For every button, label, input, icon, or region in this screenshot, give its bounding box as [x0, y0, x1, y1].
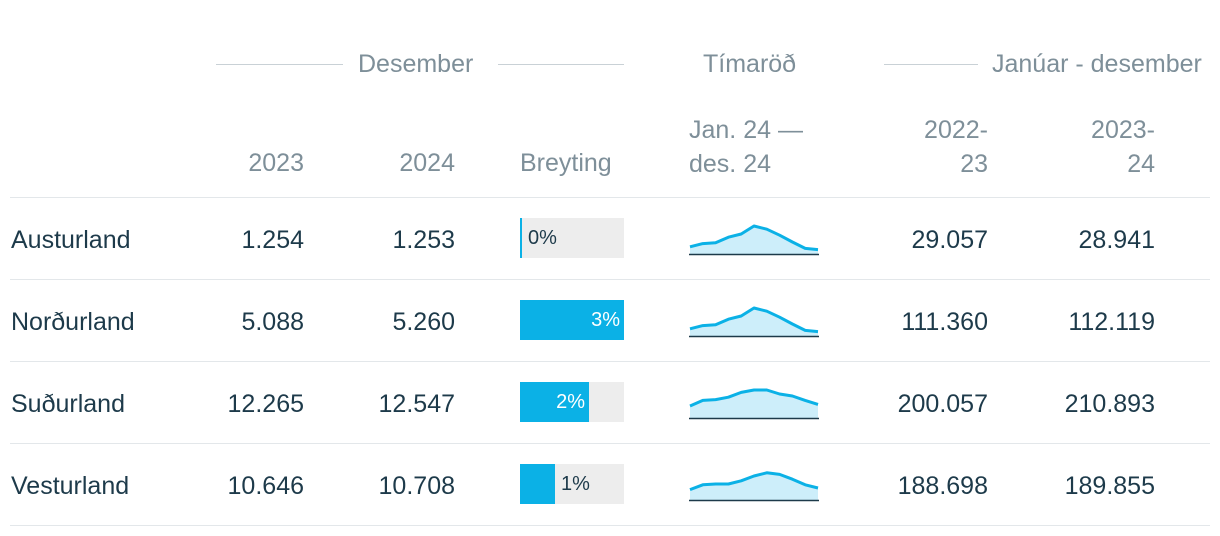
row-divider [10, 361, 1210, 362]
value-2022-23: 29.057 [911, 226, 988, 254]
group-label-timarod: Tímaröð [703, 50, 797, 78]
group-rule-desember-left [216, 64, 343, 65]
change-bar-fill [520, 218, 522, 258]
table-row-nordurland: Norðurland 5.088 5.260 3% 111.360 112.11… [0, 280, 1220, 361]
group-label-desember: Desember [358, 50, 474, 78]
sparkline-area [690, 308, 818, 336]
sparkline-chart [689, 224, 819, 256]
value-2023: 12.265 [227, 390, 304, 418]
value-2023-24: 210.893 [1064, 390, 1155, 418]
value-2023-24: 112.119 [1068, 308, 1155, 336]
sparkline-area [690, 390, 818, 418]
region-name: Vesturland [11, 472, 130, 500]
sparkline-area [690, 472, 818, 500]
row-divider [10, 279, 1210, 280]
col-header-2023-24-line1: 2023- [1091, 116, 1155, 144]
col-header-timarod: Jan. 24 — des. 24 [689, 113, 803, 181]
value-2023-24: 189.855 [1064, 472, 1155, 500]
table-row-sudurland: Suðurland 12.265 12.547 2% 200.057 210.8… [0, 362, 1220, 443]
value-2023: 10.646 [227, 472, 304, 500]
group-rule-januar-left [884, 64, 978, 65]
table-row-vesturland: Vesturland 10.646 10.708 1% 188.698 189.… [0, 444, 1220, 525]
sparkline-line [689, 224, 819, 252]
region-name: Austurland [11, 226, 131, 254]
value-2024: 5.260 [392, 308, 455, 336]
row-divider [10, 525, 1210, 526]
row-divider [10, 197, 1210, 198]
sparkline-chart [689, 388, 819, 420]
region-name: Suðurland [11, 390, 125, 418]
col-header-timarod-line1: Jan. 24 — [689, 116, 803, 144]
sparkline-chart [689, 306, 819, 338]
change-bar-label: 1% [561, 473, 590, 495]
change-bar-label: 2% [556, 391, 585, 413]
value-2022-23: 188.698 [897, 472, 988, 500]
region-name: Norðurland [11, 308, 135, 336]
value-2023-24: 28.941 [1078, 226, 1155, 254]
value-2023: 1.254 [241, 226, 304, 254]
change-bar-fill [520, 300, 624, 340]
sparkline-line [689, 388, 819, 408]
change-bar-track [520, 218, 624, 258]
value-2023: 5.088 [241, 308, 304, 336]
value-2024: 12.547 [378, 390, 455, 418]
col-header-2022-23-line1: 2022- [924, 116, 988, 144]
col-header-2022-23-line2: 23 [960, 150, 988, 178]
col-header-2022-23: 2022- 23 [868, 113, 988, 181]
sparkline-chart [689, 471, 819, 502]
change-bar-label: 0% [528, 227, 557, 249]
value-2024: 10.708 [378, 472, 455, 500]
change-bar-fill [520, 464, 555, 504]
value-2022-23: 200.057 [897, 390, 988, 418]
col-header-2023-24-line2: 24 [1127, 150, 1155, 178]
col-header-breyting: Breyting [520, 149, 612, 177]
col-header-2024: 2024 [399, 149, 455, 177]
change-bar-label: 3% [591, 309, 620, 331]
group-rule-desember-right [498, 64, 624, 65]
sparkline-line [689, 471, 819, 492]
col-header-timarod-line2: des. 24 [689, 150, 772, 178]
col-header-2023-24: 2023- 24 [1035, 113, 1155, 181]
table-row-austurland: Austurland 1.254 1.253 0% 29.057 28.941 [0, 198, 1220, 279]
change-bar-fill [520, 382, 589, 422]
sparkline-line [689, 306, 819, 334]
sparkline-area [690, 226, 818, 254]
value-2022-23: 111.360 [901, 308, 988, 336]
col-header-2023: 2023 [248, 149, 304, 177]
value-2024: 1.253 [392, 226, 455, 254]
row-divider [10, 443, 1210, 444]
group-label-januar-desember: Janúar - desember [992, 50, 1202, 78]
